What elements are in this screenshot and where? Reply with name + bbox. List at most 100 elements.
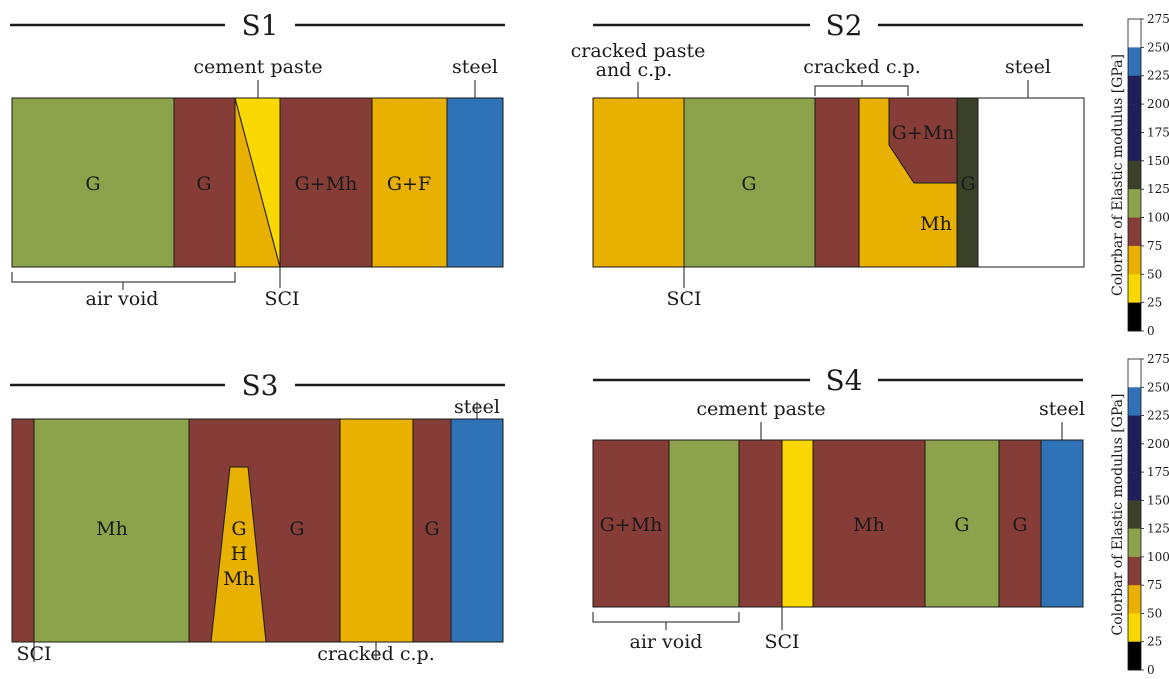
s3-callout-cracked-cp: cracked c.p. [317, 643, 435, 665]
colorbar-tick-label: 275 [1147, 12, 1169, 26]
s4-label-g-green: G [954, 514, 969, 536]
colorbar-tick-label: 150 [1147, 154, 1169, 168]
colorbar-band [1128, 160, 1141, 190]
colorbar-tick-label: 125 [1147, 182, 1169, 196]
s2-callout-steel: steel [1005, 56, 1051, 78]
s3-layer-gold-cracked [339, 418, 414, 643]
s4-title: S4 [826, 364, 863, 397]
colorbar-band [1128, 387, 1141, 416]
panel-s3: S3 Mh G G G H Mh steel SCI cracked c.p. [10, 369, 505, 665]
colorbar-tick-label: 200 [1147, 437, 1169, 451]
colorbar-tick-label: 25 [1147, 635, 1162, 649]
colorbar-label: Colorbar of Elastic modulus [GPa] [1110, 394, 1126, 636]
s1-layer-gold-gf [371, 97, 448, 268]
colorbar-band [1128, 217, 1141, 247]
s3-layer-steel [450, 418, 504, 643]
s3-title: S3 [242, 369, 279, 402]
colorbar-tick-label: 50 [1147, 267, 1162, 281]
colorbar-tick-label: 25 [1147, 296, 1162, 310]
s1-air-void-bracket [11, 272, 236, 290]
colorbar-tick-label: 250 [1147, 380, 1169, 394]
colorbar-tick-label: 200 [1147, 97, 1169, 111]
colorbar-band [1128, 274, 1141, 303]
s1-layer-steel [446, 97, 504, 268]
colorbar-band [1128, 359, 1141, 388]
s1-layer-maroon-g [173, 97, 236, 268]
colorbar-band [1128, 641, 1141, 671]
s3-layer-maroon-left [11, 418, 35, 643]
s1-layer-green-g [11, 97, 175, 268]
colorbar-tick-label: 0 [1147, 663, 1155, 674]
s1-label-g2: G [196, 173, 211, 195]
colorbar-tick-label: 175 [1147, 465, 1169, 479]
s3-ghmh-trapezoid [210, 466, 267, 643]
s4-layer-maroon-mh [812, 439, 926, 608]
s3-label-mh: Mh [96, 518, 128, 540]
s2-cracked-cp-bracket [814, 80, 909, 96]
s1-callout-air-void: air void [86, 288, 159, 310]
s1-callout-cement-paste: cement paste [193, 56, 322, 78]
colorbar-band [1128, 245, 1141, 275]
s1-label-gf: G+F [387, 173, 431, 195]
colorbar-label: Colorbar of Elastic modulus [GPa] [1110, 54, 1126, 296]
panel-s2: S2 G G+Mn G Mh cracked paste and c.p. cr… [571, 9, 1085, 310]
colorbar-frame [1127, 18, 1142, 332]
s3-layer-maroon-g [188, 418, 341, 643]
colorbar-tick-label: 100 [1147, 211, 1169, 225]
s3-callout-sci: SCI [16, 643, 51, 665]
s4-air-void-bracket [592, 612, 740, 630]
s2-layer-steel [977, 97, 1085, 268]
colorbar-tick-label: 50 [1147, 606, 1162, 620]
s1-label-g1: G [85, 173, 100, 195]
s2-callout-sci: SCI [666, 288, 701, 310]
panel-s1: S1 G G G+Mh G+F cement paste steel air v… [10, 9, 505, 310]
colorbar-tick-label: 250 [1147, 40, 1169, 54]
s2-layer-gold-cracked [592, 97, 685, 268]
colorbar-tick-label: 275 [1147, 352, 1169, 366]
colorbar-tick-label: 75 [1147, 578, 1162, 592]
s2-callout-cracked-paste-2: and c.p. [596, 59, 673, 81]
colorbar-band [1128, 302, 1141, 332]
colorbar-tick-label: 175 [1147, 125, 1169, 139]
colorbar-tick-label: 125 [1147, 522, 1169, 536]
s4-label-mh: Mh [853, 514, 885, 536]
colorbar-top: 2752502252001751501251007550250Colorbar … [1110, 12, 1169, 338]
s2-callout-cracked-paste-1: cracked paste [571, 40, 706, 62]
colorbar-band [1128, 132, 1141, 162]
s4-callout-sci: SCI [764, 631, 799, 653]
s2-label-gmn: G+Mn [892, 122, 955, 144]
colorbar-band [1128, 415, 1141, 445]
s4-layer-maroon-paste [738, 439, 783, 608]
s2-label-mh: Mh [920, 213, 952, 235]
colorbar-frame [1127, 358, 1142, 671]
s3-label-g-right: G [424, 518, 439, 540]
s4-layer-maroon-gmh [592, 439, 670, 608]
s3-layer-maroon-g2 [412, 418, 452, 643]
colorbar-tick-label: 225 [1147, 69, 1169, 83]
s3-label-trap-g: G [231, 518, 246, 540]
colorbar-tick-label: 0 [1147, 324, 1155, 338]
s1-layer-maroon-gmh [279, 97, 373, 268]
colorbar-band [1128, 585, 1141, 614]
colorbar-band [1128, 528, 1141, 558]
s2-layer-green-g [683, 97, 816, 268]
colorbar-band [1128, 443, 1141, 473]
s1-callout-steel: steel [452, 56, 498, 78]
s4-layer-green-g [924, 439, 1000, 608]
colorbar-band [1128, 104, 1141, 133]
s1-callout-sci: SCI [264, 288, 299, 310]
colorbar-tick-label: 150 [1147, 493, 1169, 507]
s4-callout-air-void: air void [630, 631, 703, 653]
s4-label-gmh: G+Mh [600, 514, 663, 536]
s4-callout-steel: steel [1039, 398, 1085, 420]
colorbar-tick-label: 100 [1147, 550, 1169, 564]
colorbar-band [1128, 19, 1141, 48]
s2-label-g: G [741, 173, 756, 195]
colorbar-band [1128, 613, 1141, 643]
s1-title: S1 [242, 9, 279, 42]
s2-callout-cracked-cp: cracked c.p. [803, 56, 921, 78]
colorbar-band [1128, 47, 1141, 77]
colorbar-band [1128, 75, 1141, 105]
colorbar-bottom: 2752502252001751501251007550250Colorbar … [1110, 352, 1169, 677]
s4-layer-green-void [668, 439, 740, 608]
